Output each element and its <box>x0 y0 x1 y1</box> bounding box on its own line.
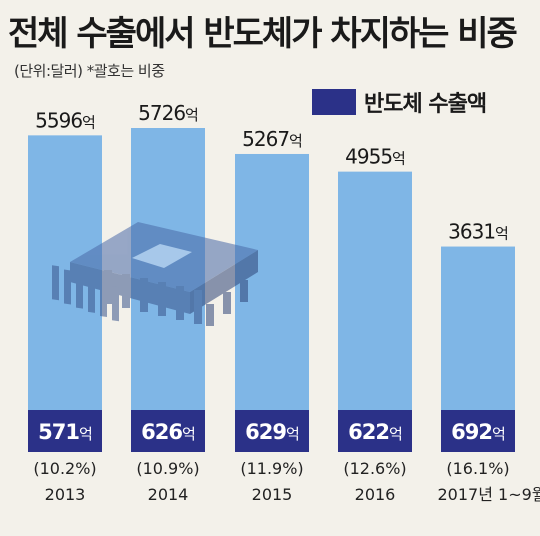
total-value-label-0: 5596억 <box>35 108 95 132</box>
semiconductor-value-label-0: 571억 <box>38 420 92 444</box>
labels-group: 5596억 571억 (10.2%) 2013 5726억 626억 (10.9%) 2014… <box>33 101 540 504</box>
semiconductor-value-label-1: 626억 <box>141 420 195 444</box>
semiconductor-value-label-4: 692억 <box>451 420 505 444</box>
year-label-4: 2017년 1~9월 <box>437 485 540 504</box>
chart-subtitle: (단위:달러) *괄호는 비중 <box>14 62 165 80</box>
share-label-2: (11.9%) <box>240 459 303 478</box>
total-value-label-1: 5726억 <box>138 101 198 125</box>
total-value-label-3: 4955억 <box>345 145 405 169</box>
semiconductor-value-label-2: 629억 <box>245 420 299 444</box>
share-label-1: (10.9%) <box>136 459 199 478</box>
total-bar-2 <box>235 153 309 453</box>
chip-icon <box>52 222 258 326</box>
semiconductor-bar-0 <box>28 410 102 452</box>
year-label-1: 2014 <box>148 485 189 504</box>
year-label-2: 2015 <box>252 485 293 504</box>
year-label-0: 2013 <box>45 485 86 504</box>
chart-title: 전체 수출에서 반도체가 차지하는 비중 <box>8 14 518 54</box>
total-value-label-2: 5267억 <box>242 127 302 151</box>
legend-swatch <box>312 89 356 115</box>
semiconductor-bar-2 <box>235 410 309 452</box>
total-bar-3 <box>338 171 412 452</box>
year-label-3: 2016 <box>355 485 396 504</box>
legend: 반도체 수출액 <box>312 86 487 118</box>
share-label-0: (10.2%) <box>33 459 96 478</box>
share-label-4: (16.1%) <box>446 459 509 478</box>
semiconductor-bar-3 <box>338 410 412 452</box>
share-label-3: (12.6%) <box>343 459 406 478</box>
semiconductor-bar-1 <box>131 410 205 452</box>
semiconductor-value-label-3: 622억 <box>348 420 402 444</box>
total-value-label-4: 3631억 <box>448 220 508 244</box>
legend-label: 반도체 수출액 <box>364 92 487 117</box>
bars-group <box>28 128 515 453</box>
semiconductor-bar-4 <box>441 410 515 452</box>
